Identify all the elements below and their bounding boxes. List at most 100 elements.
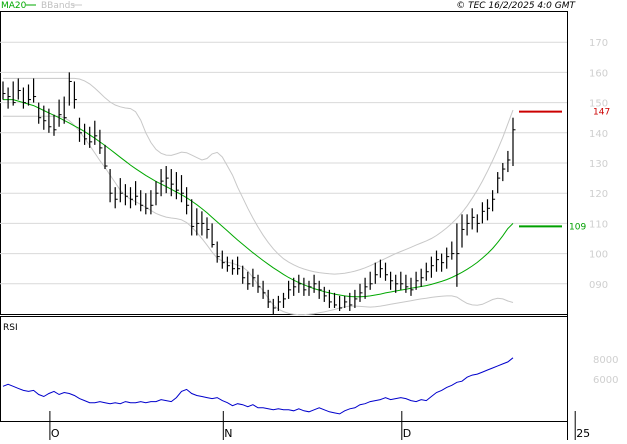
price-bar — [99, 129, 103, 154]
price-bar — [7, 87, 11, 109]
price-bar — [165, 166, 169, 194]
rsi-tick-label-8000: 8000 — [593, 355, 618, 366]
price-bar — [395, 274, 399, 293]
price-bar — [359, 283, 363, 302]
rsi-y-ticks: 6000 8000 — [593, 355, 618, 386]
price-bar — [221, 250, 225, 269]
price-bar — [109, 169, 113, 203]
price-bar — [349, 292, 353, 311]
ma20-line — [3, 99, 514, 298]
price-gridlines — [0, 41, 567, 285]
price-bar — [471, 208, 475, 230]
y-tick-label-160: 160 — [589, 68, 608, 79]
price-bar — [119, 178, 123, 203]
price-bar — [32, 78, 37, 103]
price-bar — [507, 150, 511, 173]
x-tick-label-25: 25 — [576, 427, 590, 440]
price-bar — [272, 298, 276, 314]
price-bar — [288, 280, 292, 299]
price-bar — [390, 271, 394, 290]
price-bar — [486, 199, 490, 221]
price-bar — [201, 211, 205, 236]
y-tick-label-110: 110 — [589, 219, 608, 230]
price-bar — [298, 274, 302, 293]
level-lines: 147 109 — [519, 108, 610, 232]
price-bar — [94, 120, 98, 145]
resistance-level-label: 147 — [593, 108, 610, 118]
price-bar — [63, 96, 67, 124]
price-bar — [405, 274, 409, 293]
price-bar — [226, 256, 230, 272]
price-bar — [456, 223, 460, 287]
price-bar — [476, 214, 480, 233]
price-bar — [400, 271, 404, 290]
price-bar — [114, 187, 118, 209]
x-ticks: OND25F — [49, 411, 590, 440]
price-bar — [461, 214, 465, 248]
price-bar — [323, 286, 327, 302]
price-bar — [441, 253, 445, 272]
price-bar — [58, 99, 62, 127]
price-bar — [282, 292, 286, 308]
price-bar — [430, 256, 434, 278]
price-bar — [328, 289, 332, 308]
price-bar — [104, 144, 108, 170]
y-tick-label-150: 150 — [589, 99, 608, 110]
rsi-panel-frame — [0, 316, 568, 422]
support-level-label: 109 — [569, 222, 586, 232]
price-bar — [242, 265, 246, 284]
price-bar — [425, 262, 429, 281]
price-bar — [135, 181, 139, 206]
x-tick-label-D: D — [403, 427, 411, 440]
price-bar — [22, 87, 26, 109]
price-bar — [27, 84, 31, 106]
price-bar — [435, 250, 439, 272]
y-tick-label-120: 120 — [589, 189, 608, 200]
ma20-line-group — [3, 99, 514, 298]
price-bar — [451, 241, 455, 260]
price-bar — [160, 169, 164, 197]
x-tick-label-N: N — [224, 427, 232, 440]
rsi-title: RSI — [3, 323, 18, 333]
price-bar — [303, 277, 307, 296]
price-bar — [497, 172, 501, 194]
price-bar — [12, 81, 16, 106]
legend-ma20: MA20 — [1, 1, 27, 11]
price-bar — [313, 274, 317, 293]
price-bar — [277, 295, 281, 311]
price-bar — [384, 262, 388, 281]
price-bar — [308, 280, 312, 296]
price-bar — [354, 289, 358, 308]
price-bar — [257, 274, 261, 293]
price-bar — [17, 78, 21, 100]
price-bar — [369, 271, 373, 290]
y-tick-label-130: 130 — [589, 159, 608, 170]
y-tick-label-140: 140 — [589, 129, 608, 140]
price-bar — [140, 190, 144, 212]
rsi-line — [2, 357, 514, 415]
price-bar — [145, 193, 149, 215]
price-bar — [180, 175, 184, 203]
y-tick-label-170: 170 — [589, 38, 608, 49]
price-bar — [186, 187, 190, 215]
price-bar — [374, 262, 378, 284]
price-bar — [48, 108, 52, 133]
price-bar — [252, 268, 256, 287]
price-bar — [231, 259, 235, 275]
price-bar — [420, 268, 424, 287]
price-bar — [339, 295, 343, 311]
price-bar — [293, 277, 297, 296]
price-bar — [512, 117, 516, 167]
price-bar — [129, 187, 133, 209]
bb-upper-line — [3, 77, 514, 275]
price-bar — [150, 190, 154, 215]
x-tick-label-O: O — [51, 427, 60, 440]
price-bar — [267, 289, 271, 308]
price-bar — [237, 256, 241, 275]
price-bar — [38, 102, 42, 124]
price-bar — [68, 72, 72, 106]
price-bar — [78, 117, 82, 142]
legend-bbands: BBands — [41, 1, 75, 11]
